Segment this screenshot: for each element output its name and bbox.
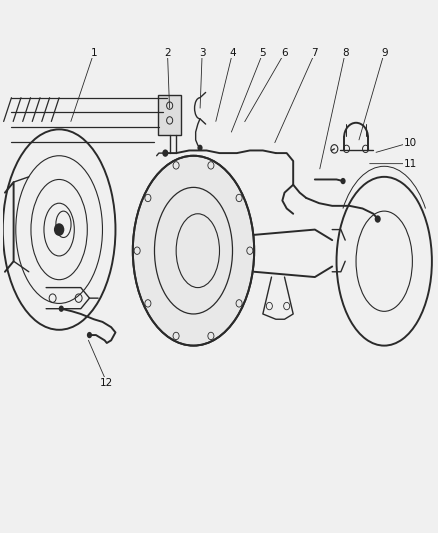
Text: 1: 1 [90,48,97,58]
Text: 12: 12 [100,377,113,387]
Circle shape [162,149,168,157]
Circle shape [59,305,64,312]
Circle shape [54,223,64,236]
Circle shape [87,332,92,338]
Text: 6: 6 [281,48,287,58]
Circle shape [197,144,202,151]
Text: 9: 9 [380,48,387,58]
FancyBboxPatch shape [157,95,181,135]
Ellipse shape [133,156,254,345]
Text: 2: 2 [164,48,170,58]
Text: 11: 11 [403,159,416,168]
Text: 4: 4 [229,48,235,58]
Text: 7: 7 [311,48,318,58]
Text: 3: 3 [198,48,205,58]
Circle shape [339,178,345,184]
Text: 5: 5 [259,48,265,58]
Text: 10: 10 [403,138,416,148]
Circle shape [374,215,380,223]
Text: 8: 8 [341,48,348,58]
